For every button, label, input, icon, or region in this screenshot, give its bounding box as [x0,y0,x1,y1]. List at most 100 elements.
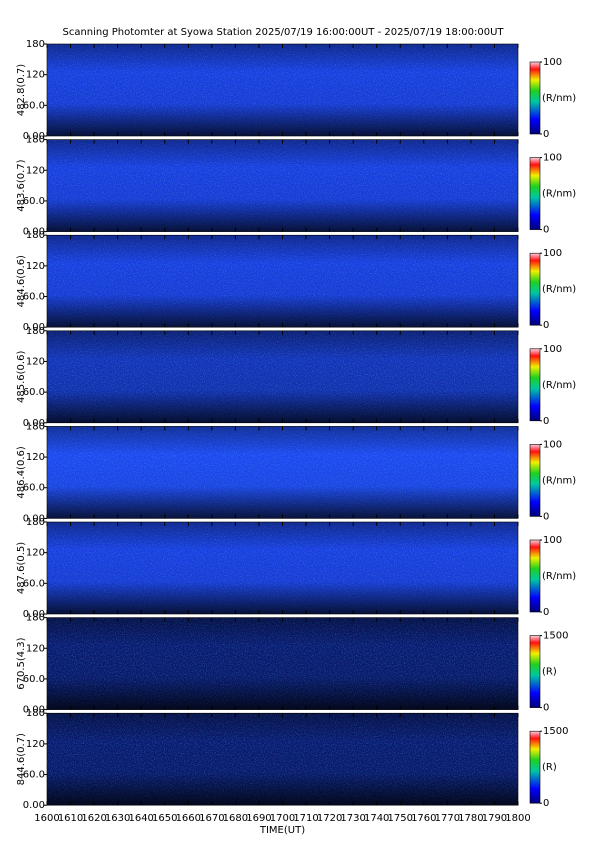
colorbar [529,157,541,230]
y-tick-label: 180 [26,613,45,624]
colorbar [529,539,541,613]
x-tick-label: 1610 [58,813,83,824]
y-tick-label: 0.00 [23,131,45,142]
panel-shade [47,139,518,232]
colorbar-tick-label: 0 [543,703,549,714]
y-tick-label: 180 [26,708,45,719]
x-tick-label: 1750 [388,813,413,824]
panel-shade [47,522,518,614]
y-axis-label: 670.5(4.3) [16,637,27,689]
colorbar-tick-label: 100 [543,344,562,355]
x-tick-label: 1620 [81,813,106,824]
colorbar-tick-label: 1500 [543,631,568,642]
y-tick-label: 120 [26,165,45,176]
colorbar [529,61,541,135]
y-tick-label: 0.00 [23,322,45,333]
y-tick-label: 120 [26,548,45,559]
colorbar-tick-label: 100 [543,248,562,259]
y-tick-label: 180 [26,421,45,432]
y-tick-label: 0.00 [23,418,45,429]
y-axis-label: 485.6(0.6) [16,351,27,403]
colorbar [529,252,541,326]
colorbar-tick-label: 0 [543,511,549,522]
y-tick-label: 120 [26,356,45,367]
colorbar [529,348,541,422]
x-tick-label: 1680 [223,813,248,824]
x-tick-label: 1720 [317,813,342,824]
colorbar-tick-label: 0 [543,798,549,809]
colorbar [529,730,541,804]
colorbar-tick-label: 0 [543,607,549,618]
y-tick-label: 180 [26,135,45,146]
y-tick-label: 0.00 [23,705,45,716]
colorbar-tick-label: 100 [543,57,562,68]
x-tick-label: 1650 [152,813,177,824]
colorbar [529,635,541,708]
colorbar-label: (R/nm) [542,189,576,200]
x-tick-label: 1630 [105,813,130,824]
x-tick-label: 1760 [411,813,436,824]
y-tick-label: 60.0 [23,100,45,111]
x-axis-label: TIME(UT) [259,825,305,836]
y-axis-label: 483.6(0.7) [16,159,27,211]
x-tick-label: 1730 [340,813,365,824]
y-tick-label: 180 [26,517,45,528]
panel-shade [47,617,518,710]
chart-title: Scanning Photomter at Syowa Station 2025… [62,27,504,38]
colorbar-label: (R/nm) [542,380,576,391]
x-tick-label: 1800 [505,813,530,824]
y-axis-label: 482.8(0.7) [16,64,27,116]
y-tick-label: 60.0 [23,578,45,589]
y-tick-label: 0.00 [23,609,45,620]
y-tick-label: 60.0 [23,292,45,303]
x-tick-label: 1690 [246,813,271,824]
colorbar-label: (R/nm) [542,93,576,104]
x-tick-label: 1600 [34,813,59,824]
colorbar-label: (R/nm) [542,475,576,486]
colorbar-tick-label: 100 [543,439,562,450]
colorbar-tick-label: 1500 [543,726,568,737]
y-tick-label: 60.0 [23,770,45,781]
x-tick-label: 1700 [270,813,295,824]
colorbar-label: (R/nm) [542,284,576,295]
y-tick-label: 120 [26,643,45,654]
colorbar-tick-label: 0 [543,225,549,236]
y-tick-label: 180 [26,326,45,337]
colorbar-label: (R) [542,762,557,773]
x-tick-label: 1660 [176,813,201,824]
y-tick-label: 120 [26,739,45,750]
x-tick-label: 1790 [482,813,507,824]
y-tick-label: 60.0 [23,196,45,207]
x-tick-label: 1670 [199,813,224,824]
y-tick-label: 0.00 [23,800,45,811]
x-tick-label: 1740 [364,813,389,824]
y-tick-label: 120 [26,261,45,272]
y-axis-label: 486.4(0.6) [16,446,27,498]
y-tick-label: 180 [26,39,45,50]
y-tick-label: 60.0 [23,674,45,685]
panel-shade [47,235,518,328]
y-tick-label: 60.0 [23,483,45,494]
y-tick-label: 180 [26,230,45,241]
x-tick-label: 1770 [435,813,460,824]
panel-shade [47,426,518,519]
y-tick-label: 0.00 [23,513,45,524]
x-tick-label: 1640 [128,813,153,824]
colorbar-tick-label: 0 [543,320,549,331]
x-tick-label: 1780 [458,813,483,824]
y-axis-label: 487.6(0.5) [16,542,27,594]
y-axis-label: 844.6(0.7) [16,733,27,785]
panel-shade [47,330,518,423]
colorbar-tick-label: 100 [543,153,562,164]
colorbar-tick-label: 0 [543,129,549,140]
panel-shade [47,44,518,136]
colorbar-label: (R) [542,667,557,678]
y-tick-label: 120 [26,452,45,463]
x-tick-label: 1710 [293,813,318,824]
colorbar [529,444,541,517]
y-axis-label: 484.6(0.6) [16,255,27,307]
y-tick-label: 0.00 [23,227,45,238]
y-tick-label: 120 [26,70,45,81]
y-tick-label: 60.0 [23,387,45,398]
